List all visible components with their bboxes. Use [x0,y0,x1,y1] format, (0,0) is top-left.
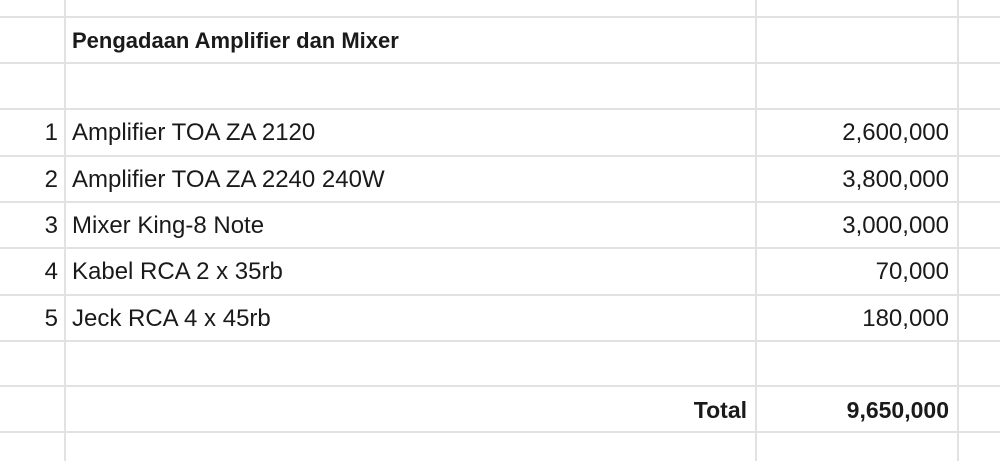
table-row: 1 Amplifier TOA ZA 2120 2,600,000 [0,109,1000,155]
table-row: 4 Kabel RCA 2 x 35rb 70,000 [0,248,1000,294]
item-name[interactable]: Mixer King-8 Note [72,212,265,239]
item-number[interactable]: 2 [44,166,58,193]
gridline [957,0,959,461]
gridline [0,247,1000,249]
table-row: 3 Mixer King-8 Note 3,000,000 [0,202,1000,248]
gridline [0,155,1000,157]
table-row: 5 Jeck RCA 4 x 45rb 180,000 [0,295,1000,341]
item-name[interactable]: Amplifier TOA ZA 2240 240W [72,166,385,193]
item-price[interactable]: 3,800,000 [842,166,949,193]
item-price[interactable]: 3,000,000 [842,212,949,239]
table-row: 2 Amplifier TOA ZA 2240 240W 3,800,000 [0,156,1000,202]
gridline [0,340,1000,342]
gridline [64,0,66,461]
item-number[interactable]: 4 [44,258,58,285]
gridline [0,62,1000,64]
item-name[interactable]: Amplifier TOA ZA 2120 [72,119,316,146]
item-price[interactable]: 180,000 [862,305,949,332]
gridline [0,108,1000,110]
gridline [0,16,1000,18]
item-name[interactable]: Kabel RCA 2 x 35rb [72,258,283,285]
item-price[interactable]: 2,600,000 [842,119,949,146]
total-label[interactable]: Total [693,397,747,423]
gridline [0,294,1000,296]
gridline [0,201,1000,203]
gridline [0,385,1000,387]
total-row: Total 9,650,000 [0,386,1000,432]
gridline [0,431,1000,433]
gridline [755,0,757,461]
item-price[interactable]: 70,000 [875,258,949,285]
item-number[interactable]: 5 [44,305,58,332]
item-number[interactable]: 1 [44,119,58,146]
title-row: Pengadaan Amplifier dan Mixer [0,17,1000,63]
item-number[interactable]: 3 [44,212,58,239]
total-value[interactable]: 9,650,000 [846,397,949,423]
item-name[interactable]: Jeck RCA 4 x 45rb [72,305,271,332]
sheet-title[interactable]: Pengadaan Amplifier dan Mixer [72,28,399,53]
